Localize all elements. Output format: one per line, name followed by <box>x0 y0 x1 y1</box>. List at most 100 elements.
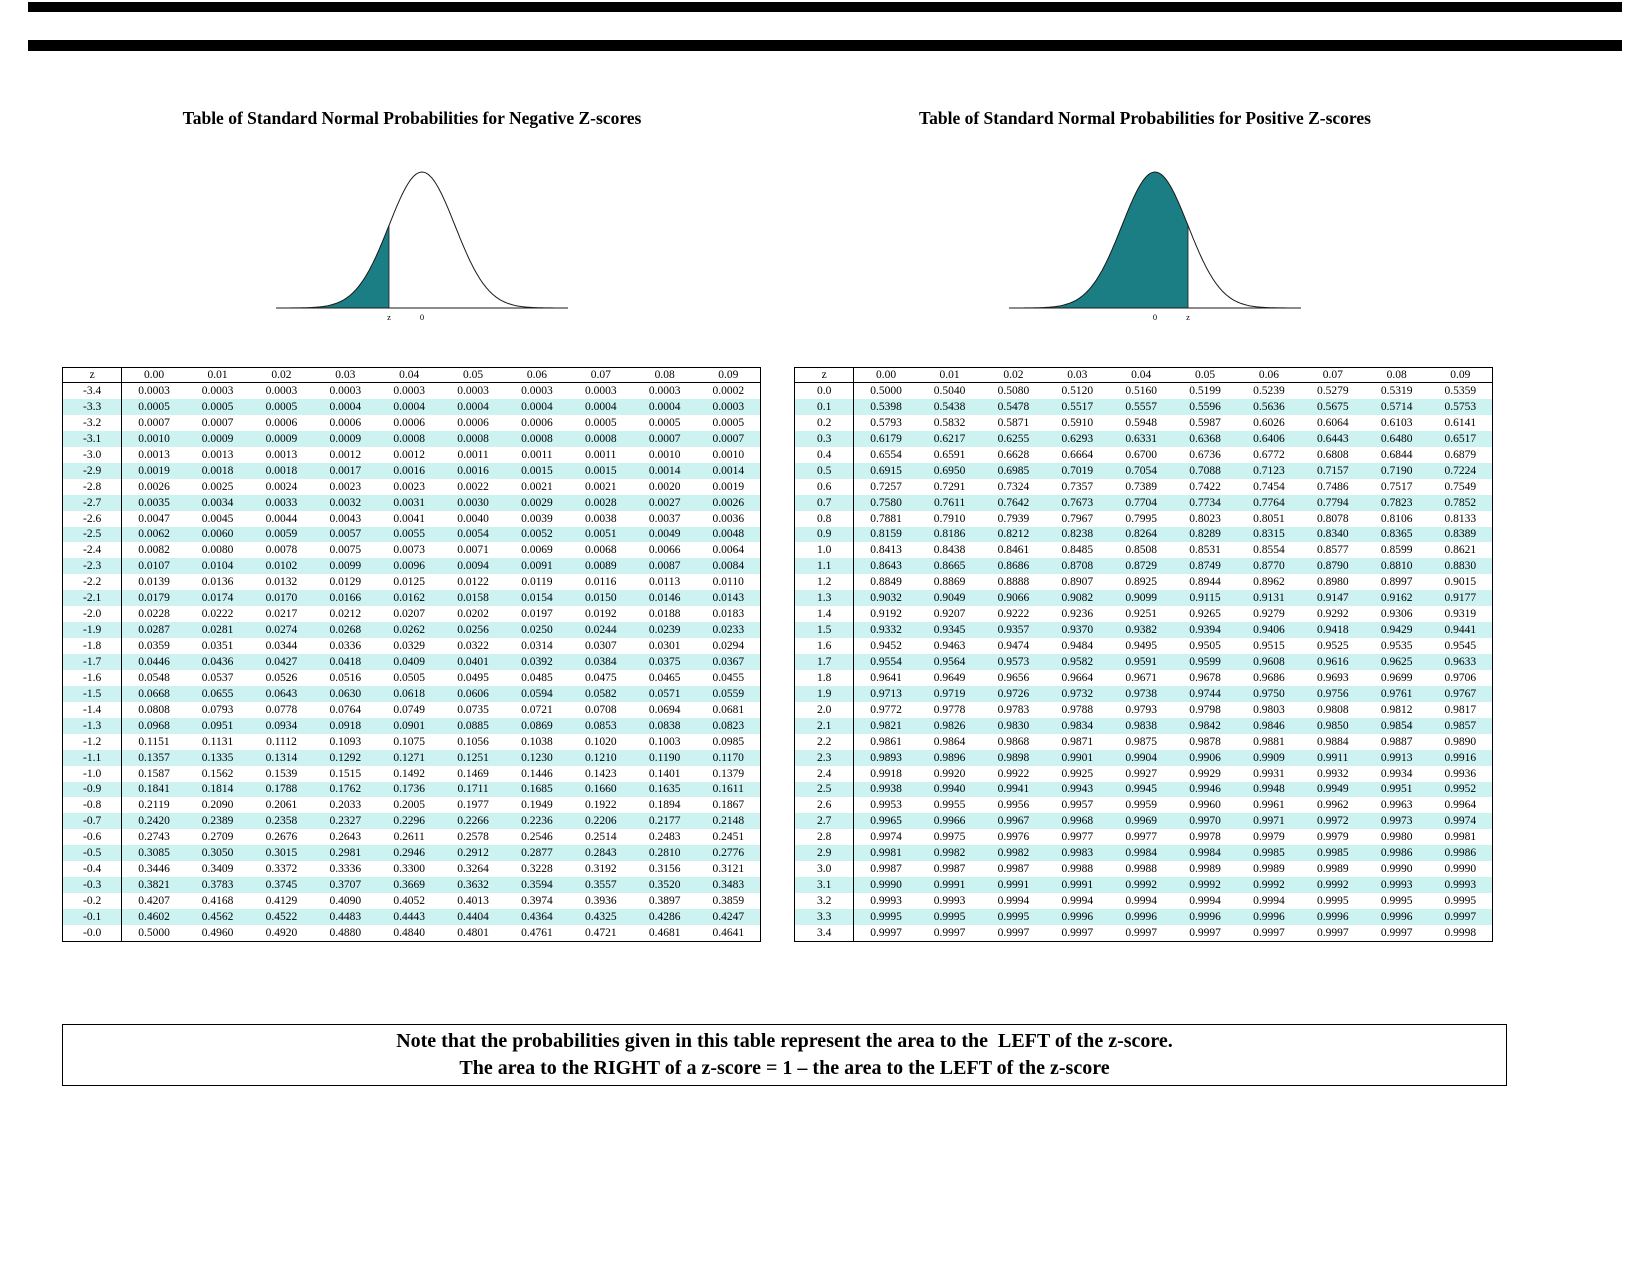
z-row-label: 0.0 <box>794 382 855 399</box>
z-row-label: 1.6 <box>794 638 855 654</box>
table-row: -0.9 0.1841 0.1814 0.1788 0.1762 0.1736 0.1711… <box>62 781 761 798</box>
probability-cell: 0.0004 <box>393 400 425 413</box>
z-row-label: -2.6 <box>62 510 123 527</box>
probability-cell: 0.4801 <box>457 926 489 939</box>
z-row-label: 1.2 <box>794 574 855 591</box>
probability-cell: 0.9998 <box>1444 926 1477 939</box>
probability-cell: 0.9988 <box>1061 863 1094 876</box>
probability-cell: 0.0006 <box>521 416 553 429</box>
probability-cell: 0.0034 <box>201 496 234 509</box>
probability-cell: 0.9693 <box>1316 671 1349 684</box>
column-header: 0.03 <box>335 369 356 381</box>
probability-cell: 0.0011 <box>521 448 553 461</box>
probability-cell: 0.0367 <box>712 655 745 668</box>
table-row: 0.8 0.7881 0.7910 0.7939 0.7967 0.7995 0.8023 0… <box>794 510 1493 527</box>
probability-cell: 0.0721 <box>521 703 553 716</box>
probability-cell: 0.9049 <box>933 592 966 605</box>
probability-cell: 0.9920 <box>933 767 966 780</box>
z-row-label: -3.0 <box>62 446 123 463</box>
probability-cell: 0.3121 <box>712 863 745 876</box>
probability-cell: 0.5080 <box>997 385 1030 397</box>
probability-cell: 0.4404 <box>457 910 489 923</box>
probability-cell: 0.9991 <box>997 879 1030 892</box>
probability-cell: 0.9319 <box>1444 608 1477 621</box>
column-header: 0.06 <box>526 369 547 381</box>
z-row-label: 3.2 <box>794 893 855 909</box>
table-row: -0.8 0.2119 0.2090 0.2061 0.2033 0.2005 0.1977… <box>62 797 761 814</box>
probability-cell: 0.0038 <box>584 512 617 525</box>
probability-cell: 0.1423 <box>584 767 617 780</box>
probability-cell: 0.0080 <box>201 544 234 557</box>
z-row-label: 0.5 <box>794 462 855 479</box>
probability-cell: 0.9906 <box>1189 751 1221 764</box>
probability-cell: 0.3897 <box>648 895 681 908</box>
probability-cell: 0.4168 <box>201 895 234 908</box>
probability-cell: 0.9406 <box>1253 624 1285 637</box>
probability-cell: 0.9922 <box>997 767 1030 780</box>
table-row: -2.4 0.0082 0.0080 0.0078 0.0075 0.0073 0.0071… <box>62 542 761 559</box>
probability-cell: 0.0314 <box>521 640 553 653</box>
probability-cell: 0.8238 <box>1061 528 1094 541</box>
probability-cell: 0.0222 <box>201 608 234 621</box>
z-row-label: -0.7 <box>62 813 123 830</box>
probability-cell: 0.0040 <box>457 512 489 525</box>
note-line-1: Note that the probabilities given in thi… <box>396 1030 1173 1052</box>
probability-cell: 0.6026 <box>1253 416 1285 429</box>
probability-cell: 0.0217 <box>265 608 298 621</box>
probability-cell: 0.9909 <box>1253 751 1285 764</box>
probability-cell: 0.0049 <box>648 528 681 541</box>
probability-cell: 0.9975 <box>933 831 966 844</box>
probability-cell: 0.1539 <box>265 767 298 780</box>
probability-cell: 0.0010 <box>648 448 681 461</box>
probability-cell: 0.0207 <box>393 608 425 621</box>
probability-cell: 0.0066 <box>648 544 681 557</box>
probability-cell: 0.1271 <box>393 751 425 764</box>
probability-cell: 0.5478 <box>997 400 1030 413</box>
probability-cell: 0.9997 <box>1253 926 1285 939</box>
probability-cell: 0.0016 <box>457 464 489 477</box>
probability-cell: 0.0808 <box>138 703 170 716</box>
z-row-label: 0.6 <box>794 478 855 495</box>
z-row-label: 1.8 <box>794 669 855 686</box>
probability-cell: 0.5753 <box>1444 400 1477 413</box>
probability-cell: 0.3483 <box>712 879 745 892</box>
probability-cell: 0.0055 <box>393 528 425 541</box>
probability-cell: 0.9292 <box>1316 608 1349 621</box>
probability-cell: 0.7257 <box>870 480 902 493</box>
probability-cell: 0.1841 <box>138 783 170 796</box>
probability-cell: 0.0485 <box>521 671 553 684</box>
probability-cell: 0.2776 <box>712 847 745 860</box>
probability-cell: 0.8340 <box>1316 528 1349 541</box>
probability-cell: 0.0119 <box>521 576 553 589</box>
table-row: 0.4 0.6554 0.6591 0.6628 0.6664 0.6700 0.6736 0… <box>794 446 1493 463</box>
probability-cell: 0.0113 <box>649 576 681 589</box>
probability-cell: 0.0869 <box>521 719 553 732</box>
probability-cell: 0.2578 <box>457 831 489 844</box>
probability-cell: 0.0019 <box>712 480 745 493</box>
probability-cell: 0.2843 <box>584 847 617 860</box>
probability-cell: 0.2514 <box>584 831 617 844</box>
table-row: 1.9 0.9713 0.9719 0.9726 0.9732 0.9738 0.9744 0… <box>794 685 1493 702</box>
probability-cell: 0.9997 <box>1316 926 1349 939</box>
probability-cell: 0.0007 <box>138 416 170 429</box>
probability-cell: 0.9996 <box>1125 910 1157 923</box>
probability-cell: 0.9884 <box>1316 735 1349 748</box>
table-row: -2.8 0.0026 0.0025 0.0024 0.0023 0.0023 0.0022… <box>62 478 761 495</box>
probability-cell: 0.0006 <box>329 416 362 429</box>
z-row-label: -2.4 <box>62 542 123 559</box>
probability-cell: 0.9793 <box>1125 703 1157 716</box>
probability-cell: 0.9997 <box>933 926 966 939</box>
probability-cell: 0.5279 <box>1316 385 1349 397</box>
table-row: 1.6 0.9452 0.9463 0.9474 0.9484 0.9495 0.9505 0… <box>794 638 1493 654</box>
probability-cell: 0.0455 <box>712 671 745 684</box>
probability-cell: 0.0228 <box>138 608 170 621</box>
probability-cell: 0.3669 <box>393 879 425 892</box>
probability-cell: 0.9963 <box>1380 799 1413 812</box>
probability-cell: 0.0336 <box>329 640 362 653</box>
probability-cell: 0.9997 <box>1380 926 1413 939</box>
probability-cell: 0.8508 <box>1125 544 1157 557</box>
probability-cell: 0.7486 <box>1316 480 1349 493</box>
probability-cell: 0.4443 <box>393 910 425 923</box>
probability-cell: 0.9505 <box>1189 640 1221 653</box>
probability-cell: 0.0009 <box>201 432 234 445</box>
